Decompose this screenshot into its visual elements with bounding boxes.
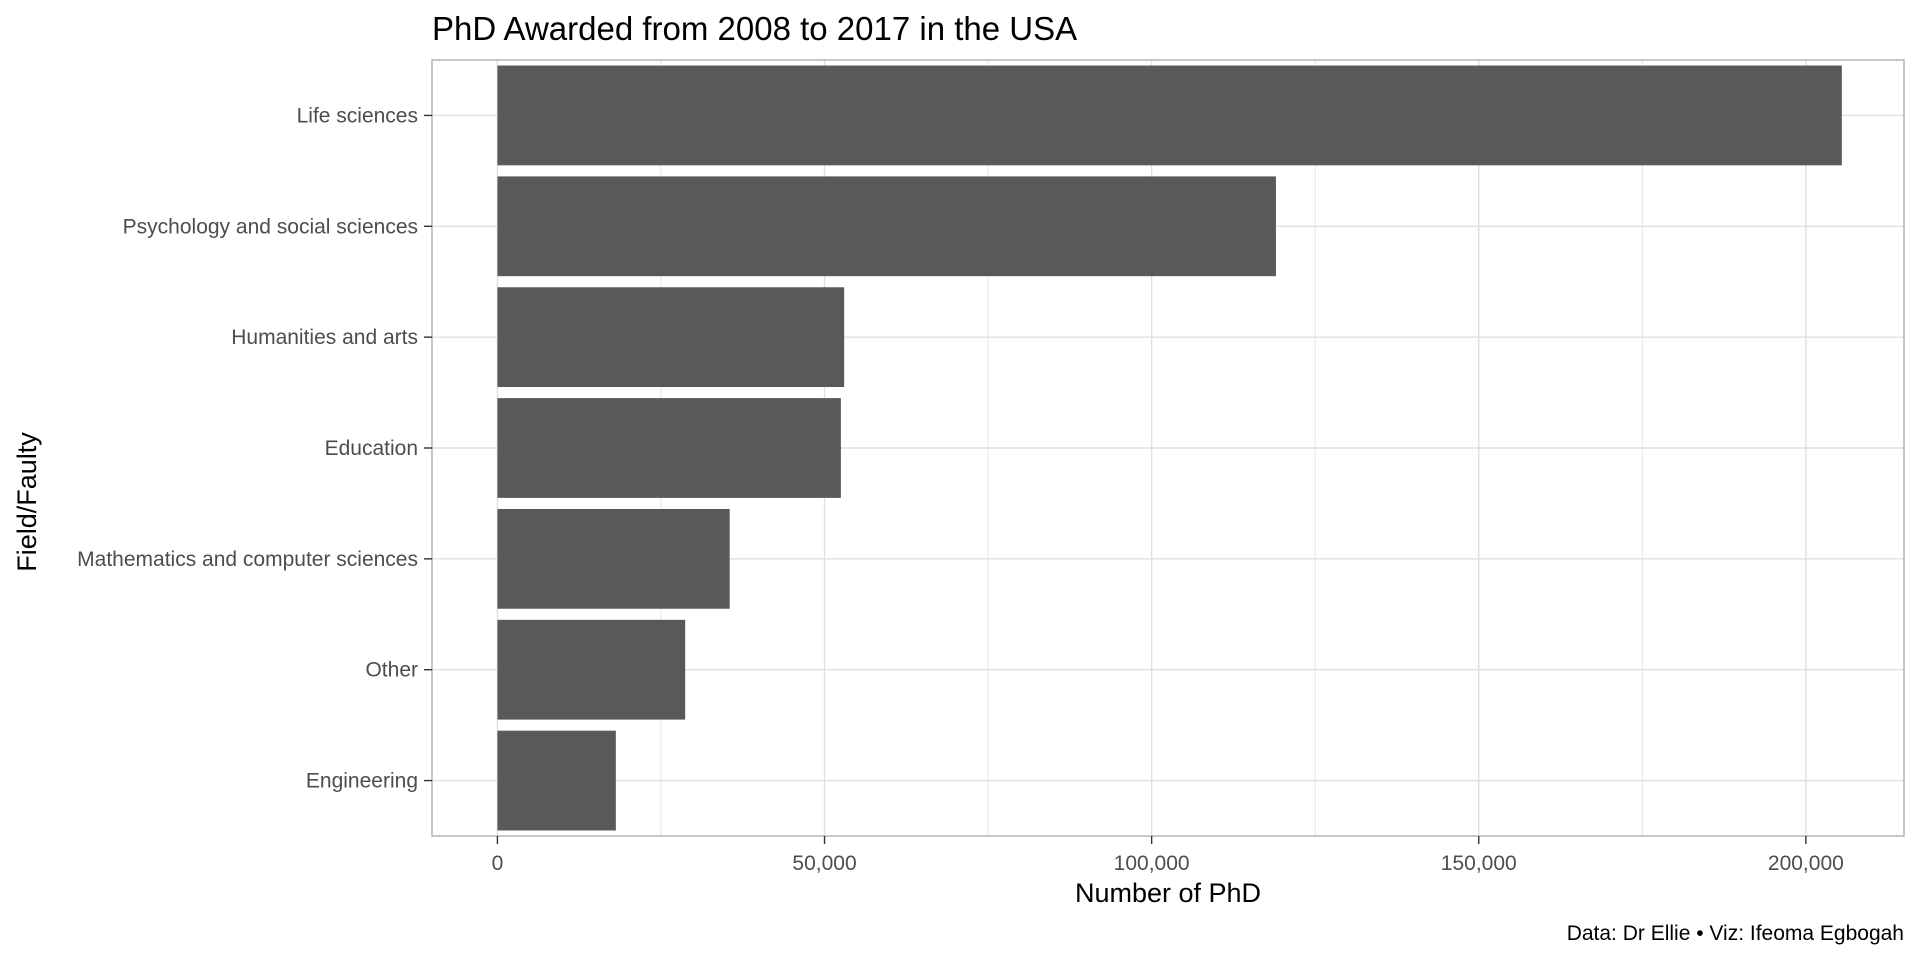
y-axis-title: Field/Faulty xyxy=(12,432,42,572)
x-tick-label: 150,000 xyxy=(1441,852,1517,875)
bar xyxy=(497,65,1842,166)
x-axis-title: Number of PhD xyxy=(1075,878,1261,908)
x-tick-label: 100,000 xyxy=(1114,852,1190,875)
y-tick-label: Other xyxy=(365,659,418,682)
x-tick-label: 0 xyxy=(492,852,504,875)
bar xyxy=(497,730,616,831)
x-axis-ticks: 0 50,000 100,000 150,000 200,000 xyxy=(492,836,1844,875)
y-tick-label: Humanities and arts xyxy=(231,326,418,349)
y-tick-label: Engineering xyxy=(306,770,418,793)
y-tick-label: Psychology and social sciences xyxy=(123,215,418,238)
bar xyxy=(497,176,1276,277)
bar xyxy=(497,508,730,609)
chart-caption: Data: Dr Ellie • Viz: Ifeoma Egbogah xyxy=(1567,922,1904,945)
y-tick-label: Life sciences xyxy=(297,104,418,127)
y-axis-ticks: Life sciences Psychology and social scien… xyxy=(77,104,432,793)
chart-title: PhD Awarded from 2008 to 2017 in the USA xyxy=(432,10,1077,47)
bar xyxy=(497,398,841,498)
x-tick-label: 200,000 xyxy=(1768,852,1844,875)
bars xyxy=(497,65,1842,831)
bar xyxy=(497,287,845,388)
x-tick-label: 50,000 xyxy=(792,852,856,875)
y-tick-label: Mathematics and computer sciences xyxy=(77,548,418,571)
bar xyxy=(497,619,686,720)
y-tick-label: Education xyxy=(325,437,418,460)
